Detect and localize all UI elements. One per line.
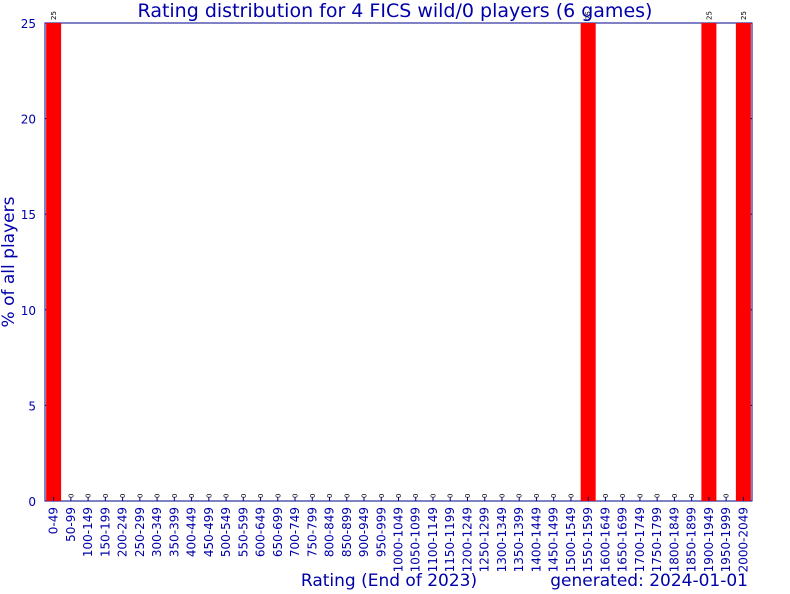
- data-label: 0: [516, 494, 524, 498]
- data-label: 0: [223, 494, 231, 498]
- x-tick-label: 0-49: [47, 507, 61, 534]
- data-label: 0: [85, 494, 93, 498]
- x-tick-label: 1550-1599: [581, 507, 595, 572]
- data-label: 25: [740, 11, 748, 20]
- x-tick-label: 400-449: [185, 507, 199, 557]
- data-label: 0: [257, 494, 265, 498]
- x-tick-label: 250-299: [133, 507, 147, 557]
- y-tick-label: 15: [21, 208, 36, 222]
- x-tick-label: 1800-1849: [667, 507, 681, 572]
- data-label: 0: [533, 494, 541, 498]
- x-axis-label: Rating (End of 2023): [301, 571, 477, 590]
- data-label: 0: [429, 494, 437, 498]
- data-label: 0: [395, 494, 403, 498]
- x-tick-label: 2000-2049: [736, 507, 750, 572]
- x-tick-label: 900-949: [357, 507, 371, 557]
- data-label: 0: [567, 494, 575, 498]
- x-tick-label: 1300-1349: [495, 507, 509, 572]
- x-tick-label: 1600-1649: [598, 507, 612, 572]
- data-label: 0: [171, 494, 179, 498]
- x-tick-label: 1450-1499: [547, 507, 561, 572]
- x-tick-label: 1900-1949: [702, 507, 716, 572]
- bar: [46, 23, 62, 501]
- x-tick-label: 1200-1249: [460, 507, 474, 572]
- x-tick-label: 1000-1049: [392, 507, 406, 572]
- data-label: 0: [636, 494, 644, 498]
- plot-frame: [44, 22, 753, 502]
- x-tick-label: 600-649: [254, 507, 268, 557]
- x-tick-label: 1850-1899: [685, 507, 699, 572]
- data-label: 0: [154, 494, 162, 498]
- x-tick-label: 1650-1699: [616, 507, 630, 572]
- data-label: 25: [705, 11, 713, 20]
- x-tick-label: 650-699: [271, 507, 285, 557]
- x-tick-label: 1350-1399: [512, 507, 526, 572]
- data-label: 0: [326, 494, 334, 498]
- x-tick-label: 450-499: [202, 507, 216, 557]
- x-tick-label: 1400-1449: [529, 507, 543, 572]
- data-label: 0: [136, 494, 144, 498]
- data-label: 0: [447, 494, 455, 498]
- x-tick-label: 1500-1549: [564, 507, 578, 572]
- generated-date: generated: 2024-01-01: [550, 571, 748, 590]
- x-tick-label: 50-99: [64, 507, 78, 542]
- x-tick-label: 950-999: [374, 507, 388, 557]
- x-tick-label: 800-849: [323, 507, 337, 557]
- y-tick-label: 20: [21, 113, 36, 127]
- x-tick-label: 200-249: [116, 507, 130, 557]
- x-tick-label: 350-399: [167, 507, 181, 557]
- bar: [580, 23, 596, 501]
- y-axis-label: % of all players: [0, 196, 19, 327]
- data-label: 0: [464, 494, 472, 498]
- x-tick-label: 100-149: [81, 507, 95, 557]
- x-tick-label: 1050-1099: [409, 507, 423, 572]
- data-label: 0: [412, 494, 420, 498]
- x-tick-label: 1950-1999: [719, 507, 733, 572]
- data-label: 0: [240, 494, 248, 498]
- data-label: 0: [654, 494, 662, 498]
- data-label: 0: [274, 494, 282, 498]
- data-label: 0: [378, 494, 386, 498]
- x-tick-label: 1700-1749: [633, 507, 647, 572]
- data-label: 0: [671, 494, 679, 498]
- x-tick-label: 1250-1299: [478, 507, 492, 572]
- y-tick-label: 25: [21, 17, 36, 31]
- data-label: 0: [498, 494, 506, 498]
- data-label: 0: [119, 494, 127, 498]
- data-label: 0: [188, 494, 196, 498]
- x-tick-label: 150-199: [98, 507, 112, 557]
- y-tick-label: 0: [28, 495, 36, 509]
- x-tick-label: 1750-1799: [650, 507, 664, 572]
- data-label: 0: [688, 494, 696, 498]
- x-tick-label: 700-749: [288, 507, 302, 557]
- x-tick-label: 500-549: [219, 507, 233, 557]
- x-tick-label: 550-599: [236, 507, 250, 557]
- data-label: 0: [67, 494, 75, 498]
- data-label: 25: [50, 11, 58, 20]
- x-tick-label: 1100-1149: [426, 507, 440, 572]
- data-label: 25: [585, 11, 593, 20]
- data-label: 0: [481, 494, 489, 498]
- bar: [735, 23, 751, 501]
- data-label: 0: [361, 494, 369, 498]
- bar: [701, 23, 717, 501]
- x-tick-label: 300-349: [150, 507, 164, 557]
- data-label: 0: [102, 494, 110, 498]
- x-tick-label: 850-899: [340, 507, 354, 557]
- y-tick-label: 5: [28, 399, 36, 413]
- chart-title: Rating distribution for 4 FICS wild/0 pl…: [138, 0, 653, 22]
- data-label: 0: [619, 494, 627, 498]
- data-label: 0: [550, 494, 558, 498]
- data-label: 0: [723, 494, 731, 498]
- data-label: 0: [602, 494, 610, 498]
- y-tick-label: 10: [21, 304, 36, 318]
- x-tick-label: 750-799: [305, 507, 319, 557]
- x-tick-label: 1150-1199: [443, 507, 457, 572]
- data-label: 0: [292, 494, 300, 498]
- data-label: 0: [309, 494, 317, 498]
- data-label: 0: [343, 494, 351, 498]
- data-label: 0: [205, 494, 213, 498]
